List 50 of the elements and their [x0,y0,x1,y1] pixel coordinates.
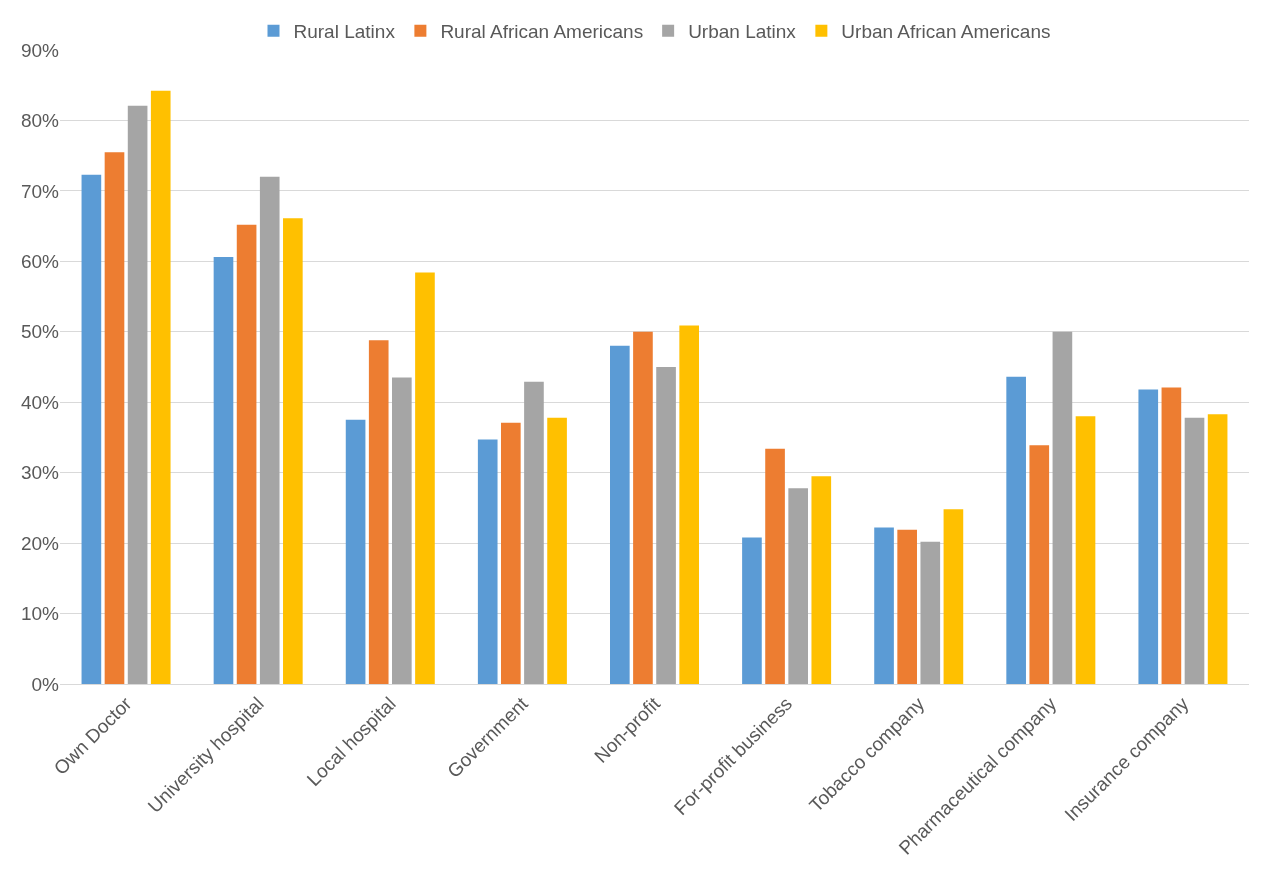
bar [679,325,699,684]
y-tick-label: 80% [20,110,60,132]
bar [345,419,366,684]
y-tick-label: 20% [20,532,60,554]
legend-label: Rural African Americans [440,21,644,43]
bar [1052,331,1073,684]
y-tick-label: 10% [20,603,60,625]
bar [150,90,171,684]
bar [788,488,808,684]
bar [811,476,832,684]
legend-label: Rural Latinx [293,21,396,43]
bar [610,345,630,684]
bar [415,272,435,684]
bar [1138,389,1159,684]
y-tick-label: 60% [20,250,60,272]
y-tick-label: 0% [31,673,60,695]
bar [477,439,498,684]
bar [501,422,521,684]
bar [127,105,148,684]
bar [874,527,894,684]
legend-label: Urban African Americans [841,21,1051,43]
y-tick-label: 90% [20,39,60,61]
bar [656,367,676,684]
bar [742,537,762,684]
bar [765,448,785,684]
bar [236,224,257,684]
legend-label: Urban Latinx [688,21,797,43]
y-tick-label: 30% [20,462,60,484]
bar [1184,417,1205,684]
bar [897,529,917,684]
bar [547,417,567,684]
bar [1029,445,1050,684]
bar [283,218,303,684]
y-tick-label: 50% [20,321,60,343]
bar [1006,376,1026,684]
bar [524,381,544,684]
y-tick-label: 70% [20,180,60,202]
bar [633,331,653,684]
bar [1075,416,1096,684]
bar [1161,387,1182,684]
bar [81,174,102,684]
bar [920,541,941,684]
bar [213,257,234,684]
bar [368,340,389,684]
bar [259,176,280,684]
bar [1207,414,1228,684]
bar [392,377,412,684]
y-tick-label: 40% [20,391,60,413]
bar [104,152,125,684]
bar [943,509,964,684]
